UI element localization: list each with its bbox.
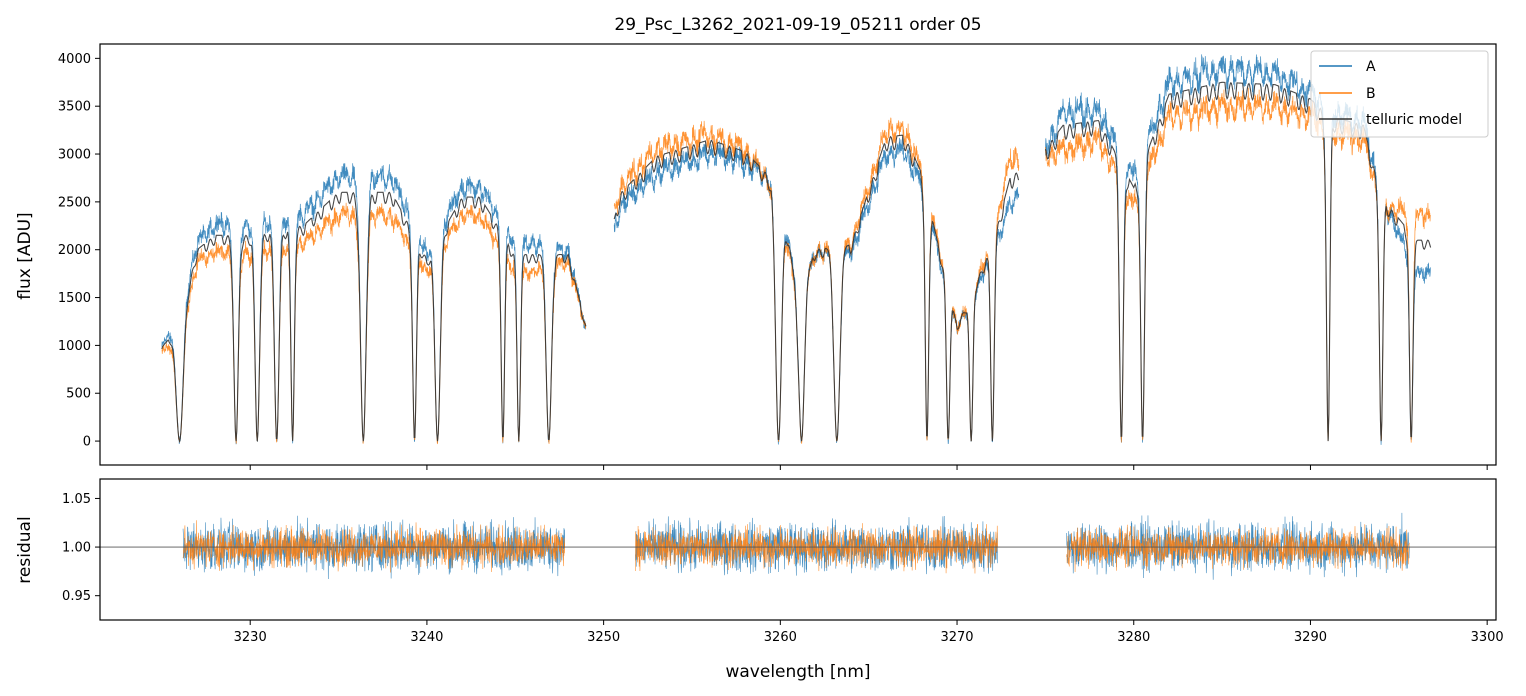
legend-label-telluric-model: telluric model [1366,112,1462,128]
flux-y-tick-label: 1500 [58,291,91,306]
legend-label-a: A [1366,59,1376,75]
residual-y-tick-label: 1.00 [62,541,91,556]
residual-panel: 0.95 1.00 1.05 3230 3240 3250 3260 3270 3280 329… [15,478,1504,682]
flux-y-ticks: 0 500 1000 1500 2000 2500 3000 3500 4000 [58,52,100,450]
flux-y-tick-label: 3000 [58,148,91,163]
residual-series-b-segment-0 [182,520,566,573]
x-tick-label: 3290 [1294,630,1327,645]
residual-panel-frame [99,478,1497,621]
flux-panel: 0 500 1000 1500 2000 2500 3000 3500 4000 flux [A… [15,43,1497,470]
flux-y-tick-label: 4000 [58,52,91,67]
legend: A B telluric model [1310,50,1489,138]
flux-y-tick-label: 500 [66,387,91,402]
residual-x-ticks: 3230 3240 3250 3260 3270 3280 3290 3300 [234,620,1504,645]
residual-series-b-segment-1 [635,523,998,574]
residual-y-tick-label: 0.95 [62,589,91,604]
legend-box [1310,50,1489,138]
flux-y-tick-label: 3500 [58,100,91,115]
flux-series-b-segment-2 [1045,87,1431,443]
flux-y-tick-label: 0 [83,435,91,450]
flux-y-tick-label: 2500 [58,195,91,210]
residual-y-ticks: 0.95 1.00 1.05 [62,492,100,604]
legend-label-b: B [1366,86,1376,102]
x-tick-label: 3260 [764,630,797,645]
residual-series-b-segment-2 [1066,524,1410,572]
x-tick-label: 3270 [940,630,973,645]
flux-y-axis-label: flux [ADU] [15,212,35,299]
residual-y-axis-label: residual [15,516,35,583]
flux-x-ticks [249,465,1488,470]
x-axis-label: wavelength [nm] [725,662,870,682]
flux-panel-frame [99,43,1497,466]
x-tick-label: 3240 [410,630,443,645]
x-tick-label: 3300 [1471,630,1504,645]
flux-series-telluric-model-segment-0 [161,191,587,444]
residual-plot-area [100,512,1496,580]
x-tick-label: 3250 [587,630,620,645]
x-tick-label: 3280 [1117,630,1150,645]
chart-title: 29_Psc_L3262_2021-09-19_05211 order 05 [614,15,981,35]
x-tick-label: 3230 [234,630,267,645]
flux-series-telluric-model-segment-1 [613,134,1020,442]
flux-y-tick-label: 1000 [58,339,91,354]
flux-y-tick-label: 2000 [58,243,91,258]
residual-y-tick-label: 1.05 [62,492,91,507]
